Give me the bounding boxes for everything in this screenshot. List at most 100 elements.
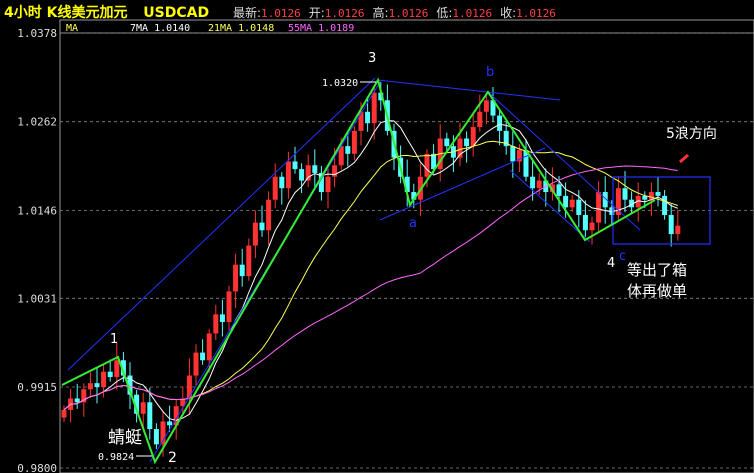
candle-down bbox=[365, 111, 371, 124]
candle-down bbox=[153, 429, 159, 445]
legend-ma7: 7MA 1.0140 bbox=[130, 23, 190, 34]
candle-down bbox=[404, 176, 410, 193]
chart-title: 4小时 K线美元加元 bbox=[4, 5, 128, 21]
candle-up bbox=[648, 192, 654, 200]
channel-line bbox=[487, 91, 641, 231]
candle-down bbox=[503, 130, 509, 147]
y-tick-label: 1.0378 bbox=[17, 27, 57, 40]
candle-up bbox=[272, 176, 278, 200]
candle-down bbox=[444, 138, 450, 147]
y-tick-label: 1.0262 bbox=[17, 116, 57, 129]
candle-up bbox=[549, 184, 555, 193]
candle-down bbox=[94, 383, 100, 388]
candle-down bbox=[299, 169, 305, 181]
candle-down bbox=[127, 375, 133, 395]
candle-up bbox=[285, 161, 291, 189]
quote-label: 低: bbox=[436, 6, 453, 20]
consolidation-box bbox=[612, 176, 711, 245]
channel-line bbox=[377, 79, 561, 101]
candle-down bbox=[642, 195, 648, 200]
candle-down bbox=[668, 214, 674, 235]
candle-up bbox=[477, 111, 483, 128]
candle-down bbox=[464, 138, 470, 147]
candle-down bbox=[523, 149, 529, 177]
candle-up bbox=[213, 314, 219, 334]
channel-line bbox=[379, 147, 546, 221]
up-arrow-icon bbox=[679, 153, 689, 164]
candle-down bbox=[490, 100, 496, 116]
candle-up bbox=[61, 409, 67, 418]
candle-up bbox=[516, 149, 522, 162]
candle-up bbox=[140, 402, 146, 414]
candle-up bbox=[87, 383, 93, 390]
candle-up bbox=[371, 92, 377, 124]
quote-label: 高: bbox=[372, 6, 389, 20]
high-price-label: 1.0320 bbox=[322, 78, 358, 89]
candle-down bbox=[239, 264, 245, 277]
quote-label: 开: bbox=[308, 6, 325, 20]
candle-up bbox=[457, 138, 463, 158]
candle-down bbox=[629, 199, 635, 208]
candle-up bbox=[160, 421, 166, 445]
candle-up bbox=[173, 406, 179, 426]
wave-label-1: 1 bbox=[110, 332, 118, 347]
candle-up bbox=[325, 176, 331, 193]
wave-label-b: b bbox=[486, 65, 494, 80]
quote-value: 1.0126 bbox=[452, 7, 493, 20]
quote-value: 1.0126 bbox=[516, 7, 556, 20]
candle-up bbox=[233, 264, 239, 292]
candle-down bbox=[292, 161, 298, 170]
plot-frame bbox=[59, 19, 754, 473]
quote-label: 收: bbox=[500, 6, 517, 20]
candle-up bbox=[101, 371, 107, 388]
elliott-wave-line bbox=[61, 77, 656, 465]
legend-ma55: 55MA 1.0189 bbox=[288, 23, 354, 34]
ma55-line bbox=[63, 165, 678, 411]
dragonfly-note: 蜻蜓 bbox=[108, 428, 142, 448]
candle-down bbox=[219, 314, 225, 323]
wave-label-4: 4 bbox=[607, 256, 615, 271]
candle-down bbox=[312, 165, 318, 173]
candle-down bbox=[411, 192, 417, 200]
low-price-label: 0.9824 bbox=[98, 452, 134, 463]
quote-value: 1.0126 bbox=[260, 7, 301, 20]
candle-down bbox=[279, 176, 285, 189]
candle-down bbox=[318, 172, 324, 193]
quote-value: 1.0126 bbox=[324, 7, 365, 20]
candle-down bbox=[602, 192, 608, 208]
candle-down bbox=[622, 188, 628, 200]
ma21-line bbox=[63, 140, 678, 411]
candle-up bbox=[193, 352, 199, 376]
candle-down bbox=[74, 398, 80, 403]
candle-up bbox=[206, 333, 212, 361]
candle-down bbox=[497, 115, 503, 131]
candle-up bbox=[483, 100, 489, 112]
candle-up bbox=[635, 195, 641, 208]
legend-title: MA bbox=[66, 23, 78, 34]
candle-down bbox=[662, 195, 668, 215]
candle-up bbox=[186, 375, 192, 399]
candle-up bbox=[470, 127, 476, 147]
candle-down bbox=[167, 421, 173, 426]
candle-down bbox=[120, 360, 126, 376]
candle-up bbox=[226, 291, 232, 323]
candle-up bbox=[114, 360, 120, 378]
candle-up bbox=[536, 180, 542, 189]
candle-up bbox=[332, 165, 338, 177]
candle-up bbox=[246, 245, 252, 277]
candle-down bbox=[345, 146, 351, 154]
candle-up bbox=[180, 398, 186, 407]
quote-label: 最新: bbox=[232, 6, 261, 20]
wave-label-a: a bbox=[409, 216, 417, 231]
candle-down bbox=[530, 176, 536, 189]
wave-label-c: c bbox=[619, 249, 626, 264]
candle-up bbox=[81, 389, 87, 403]
chart-header: 4小时 K线美元加元 USDCAD 最新:1.0126 开:1.0126 高:1.0… bbox=[4, 2, 556, 21]
note-line-2: 体再做单 bbox=[627, 282, 687, 300]
candle-down bbox=[510, 146, 516, 162]
wave-label-2: 2 bbox=[168, 450, 177, 466]
ma7-line bbox=[63, 119, 678, 421]
candle-up bbox=[615, 188, 621, 215]
candle-down bbox=[378, 92, 384, 101]
legend-ma21: 21MA 1.0148 bbox=[208, 23, 274, 34]
